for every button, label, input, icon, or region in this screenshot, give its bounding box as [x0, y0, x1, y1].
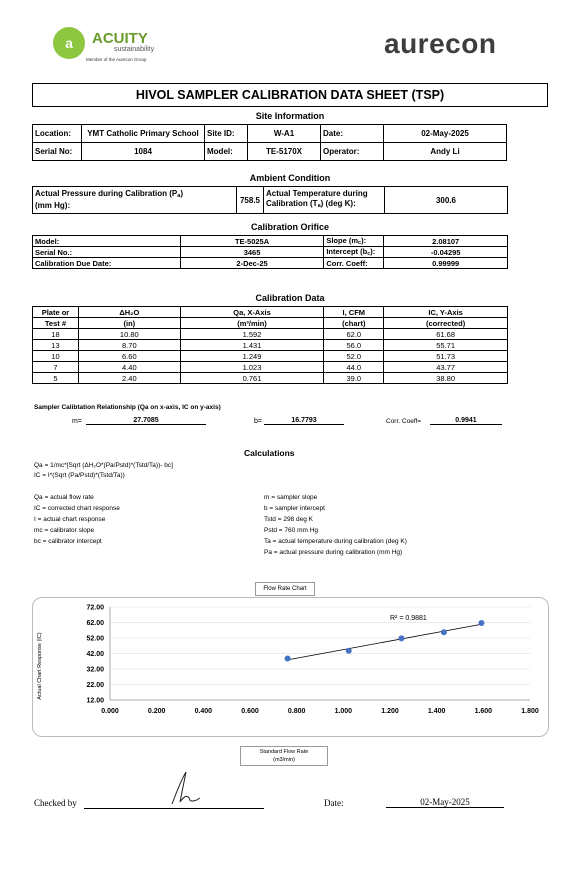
svg-text:a: a	[65, 35, 73, 51]
definition: mc = calibrator slope	[34, 527, 95, 534]
acuity-logo-icon: a	[53, 27, 85, 59]
temp-label: Actual Temperature during Calibration (T…	[263, 186, 385, 214]
orifice-model-value: TE-5025A	[179, 235, 325, 247]
model-value: TE-5170X	[247, 142, 321, 161]
coeff-value: 0.99999	[383, 257, 508, 269]
siteid-label: Site ID:	[204, 124, 248, 143]
table-row: 13 8.70 1.431 56.0 55.71	[32, 339, 508, 351]
orifice-serial-label: Serial No.:	[32, 246, 181, 258]
b-label: b=	[254, 418, 262, 425]
footer-date-value: 02-May-2025	[386, 797, 504, 808]
coeff-label: Corr. Coeff:	[323, 257, 385, 269]
pressure-label: Actual Pressure during Calibration (Pa) …	[32, 186, 237, 214]
caldata-header: I, CFM	[323, 306, 385, 318]
location-label: Location:	[32, 124, 82, 143]
orifice-model-label: Model:	[32, 235, 181, 247]
definition: Ta = actual temperature during calibrati…	[264, 538, 407, 545]
caldata-table: Plate or ΔH₂O Qa, X-Axis I, CFM IC, Y-Ax…	[32, 306, 508, 384]
definition: b = sampler intercept	[264, 505, 325, 512]
equation-qa: Qa = 1/mc*[Sqrt (ΔH₂O*(Pa/Pstd)*(Tstd/Ta…	[34, 462, 173, 469]
relationship-label: Sampler Calibtation Relationship (Qa on …	[34, 404, 221, 411]
location-value: YMT Catholic Primary School	[81, 124, 205, 143]
caldata-header: (in)	[77, 317, 181, 329]
caldata-header: Plate or	[32, 306, 79, 318]
pressure-value: 758.5	[236, 186, 264, 214]
site-section-title: Site Information	[255, 111, 325, 121]
corr-label: Corr. Coeff=	[386, 418, 422, 425]
chart-xlabel: Standard Flow Rate (m3/min)	[240, 746, 328, 766]
siteid-value: W-A1	[247, 124, 321, 143]
definition: IC = corrected chart response	[34, 505, 120, 512]
checked-label: Checked by	[34, 798, 77, 808]
caldata-header: (chart)	[323, 317, 385, 329]
definition: Tstd = 298 deg K	[264, 516, 313, 523]
ambient-section-title: Ambient Condition	[249, 173, 331, 183]
caldata-header: ΔH₂O	[77, 306, 181, 318]
serial-value: 1084	[81, 142, 205, 161]
chart-title: Flow Rate Chart	[255, 582, 315, 596]
operator-value: Andy Li	[383, 142, 507, 161]
temp-value: 300.6	[384, 186, 508, 214]
serial-label: Serial No:	[32, 142, 82, 161]
b-value: 16.7793	[264, 417, 344, 425]
date-label: Date:	[320, 124, 384, 143]
caldata-section-title: Calibration Data	[255, 293, 325, 303]
orifice-serial-value: 3465	[179, 246, 325, 258]
definition: bc = calibrator intercept	[34, 538, 102, 545]
operator-label: Operator:	[320, 142, 384, 161]
due-value: 2-Dec-25	[179, 257, 325, 269]
orifice-table: Model: TE-5025A Slope (mc): 2.08107 Seri…	[32, 235, 508, 269]
m-label: m=	[72, 418, 82, 425]
slope-label: Slope (mc):	[323, 235, 385, 247]
caldata-header: (corrected)	[383, 317, 508, 329]
acuity-logo: a ACUITY sustainability Member of the Au…	[52, 26, 182, 66]
page-title: HIVOL SAMPLER CALIBRATION DATA SHEET (TS…	[32, 83, 548, 107]
signature	[171, 771, 201, 805]
acuity-member: Member of the Aurecon Group	[86, 57, 147, 62]
definition: Pstd = 760 mm Hg	[264, 527, 319, 534]
acuity-sub: sustainability	[114, 46, 155, 53]
caldata-header: Test #	[32, 317, 79, 329]
checked-line	[84, 808, 264, 809]
definition: I = actual chart response	[34, 516, 106, 523]
caldata-header: (m³/min)	[179, 317, 325, 329]
table-row: 10 6.60 1.249 52.0 51.73	[32, 350, 508, 362]
caldata-header: IC, Y-Axis	[383, 306, 508, 318]
chart-ylabel: Actual Chart Response (IC)	[37, 632, 43, 700]
calculations-title: Calculations	[244, 448, 295, 458]
date-value: 02-May-2025	[383, 124, 507, 143]
m-value: 27.7085	[86, 417, 206, 425]
caldata-header: Qa, X-Axis	[179, 306, 325, 318]
footer-date-label: Date:	[324, 798, 344, 808]
slope-value: 2.08107	[383, 235, 508, 247]
aurecon-logo: aurecon	[384, 28, 497, 59]
flow-rate-chart	[32, 597, 549, 737]
definition: Qa = actual flow rate	[34, 494, 94, 501]
intercept-value: -0.04295	[383, 246, 508, 258]
intercept-label: Intercept (bc):	[323, 246, 385, 258]
orifice-section-title: Calibration Orifice	[250, 222, 330, 232]
table-row: 18 10.80 1.592 62.0 61.68	[32, 328, 508, 340]
definition: Pa = actual pressure during calibration …	[264, 549, 403, 556]
table-row: 5 2.40 0.761 39.0 38.80	[32, 372, 508, 384]
acuity-name: ACUITY	[92, 30, 148, 47]
model-label: Model:	[204, 142, 248, 161]
equation-ic: IC = I*(Sqrt (Pa/Pstd)*(Tstd/Ta))	[34, 472, 125, 479]
table-row: 7 4.40 1.023 44.0 43.77	[32, 361, 508, 373]
due-label: Calibration Due Date:	[32, 257, 181, 269]
corr-value: 0.9941	[430, 417, 502, 425]
definition: m = sampler slope	[264, 494, 318, 501]
